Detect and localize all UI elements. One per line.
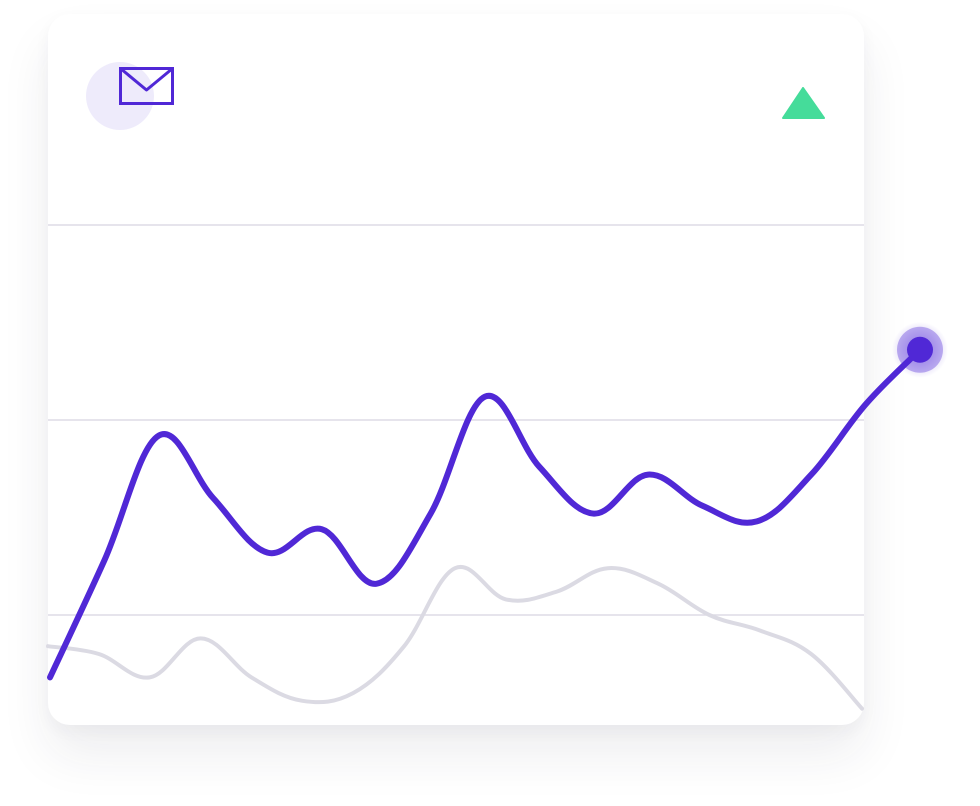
end-marker-point[interactable]	[907, 336, 933, 363]
chart-card	[48, 14, 864, 725]
mail-badge[interactable]	[86, 62, 174, 130]
series-line-primary	[47, 346, 923, 681]
mail-icon	[119, 67, 174, 105]
series-line-secondary	[46, 564, 864, 711]
trend-up-icon	[782, 87, 825, 119]
